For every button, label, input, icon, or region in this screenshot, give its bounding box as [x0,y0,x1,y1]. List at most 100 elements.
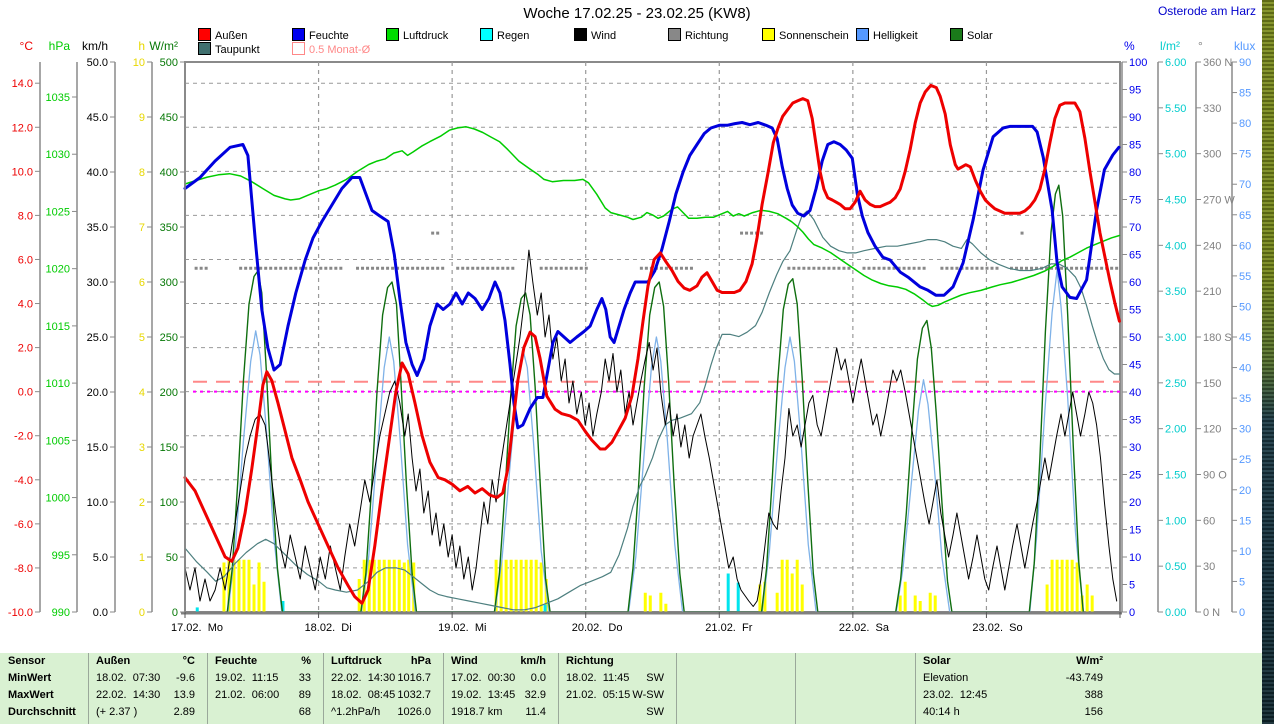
richtung-dot [269,266,273,270]
richtung-dot [812,266,816,270]
table-column-divider [207,653,208,724]
table-column-divider [795,653,796,724]
richtung-dot [745,231,749,235]
richtung-dot [436,266,440,270]
stat-value: 156 [1084,706,1103,718]
tick-label: 70 [1129,222,1141,234]
sonnenschein-bar [785,559,789,612]
richtung-dot [376,266,380,270]
legend-label: Richtung [685,30,729,42]
regen-bar [543,604,547,612]
richtung-dot [674,266,678,270]
tick-label: 100 [1129,57,1147,69]
col-header: Feuchte [215,655,258,667]
tick-label: 45.0 [87,112,108,124]
stat-date: 22.02. 14:30 [96,689,161,701]
tick-label: 0.00 [1165,607,1186,619]
richtung-dot [539,266,543,270]
richtung-dot [309,266,313,270]
richtung-dot [204,266,208,270]
richtung-dot [1050,266,1054,270]
richtung-dot [511,266,515,270]
tick-label: 10 [1129,552,1141,564]
stat-date: 21.02. 05:15 [566,689,631,701]
tick-label: 270 W [1203,195,1235,207]
stat-value: 32.9 [524,689,546,701]
richtung-dot [922,266,926,270]
tick-label: 0.0 [93,607,108,619]
richtung-dot [381,266,385,270]
richtung-dot [289,266,293,270]
sonnenschein-bar [800,584,804,612]
regen-bar [726,573,730,612]
sonnenschein-bar [494,559,498,612]
richtung-dot [990,266,994,270]
sonnenschein-bar [397,559,401,612]
stat-value: 13.9 [173,689,195,701]
richtung-dot [579,266,583,270]
sonnenschein-bar [252,584,256,612]
legend-swatch-0-5-monat- [292,42,305,55]
stats-table: Sensor MinWert MaxWert Durchschnitt Außen °C 1… [0,653,1262,724]
series-außen-line [183,83,1121,605]
col-unit: km/h [520,655,546,667]
richtung-dot [334,266,338,270]
tick-label: 40.0 [87,167,108,179]
x-axis-label: 17.02. Mo [171,622,223,634]
richtung-dot [339,266,343,270]
richtung-dot [965,266,969,270]
tick-label: 300 [160,277,178,289]
richtung-dot [787,266,791,270]
richtung-dot [1045,266,1049,270]
sonnenschein-bar [529,559,533,612]
sonnenschein-bar [790,573,794,612]
sonnenschein-bar [499,559,503,612]
sonnenschein-bar [504,559,508,612]
tick-label: 1015 [46,321,70,333]
tick-label: -6.0 [14,519,33,531]
stat-date: Elevation [923,672,969,684]
tick-label: 15.0 [87,442,108,454]
richtung-dot [917,266,921,270]
richtung-dot [760,231,764,235]
tick-label: 25.0 [87,332,108,344]
richtung-dot [1055,266,1059,270]
col-unit: hPa [410,655,431,667]
stat-value: 1016.7 [397,672,431,684]
tick-label: 1000 [46,493,70,505]
weather-chart: 14.012.010.08.06.04.02.00.0-2.0-4.0-6.0-… [8,39,1255,619]
tick-label: 500 [160,57,178,69]
table-column-divider [443,653,444,724]
tick-label: 5 [1239,576,1245,588]
tick-label: 35.0 [87,222,108,234]
sonnenschein-bar [524,559,528,612]
richtung-dot [574,266,578,270]
table-column-divider [88,653,89,724]
richtung-dot [416,266,420,270]
tick-label: 1035 [46,92,70,104]
tick-label: 0 [172,607,178,619]
tick-label: 4 [139,387,145,399]
richtung-dot [249,266,253,270]
richtung-dot [1100,266,1104,270]
legend-swatch-sonnenschein [762,28,775,41]
tick-label: 30 [1203,561,1215,573]
richtung-dot [817,266,821,270]
stat-date: ^1.2hPa/h [331,706,381,718]
tick-label: 5 [1129,580,1135,592]
sonnenschein-bar [262,581,266,612]
tick-label: 0.0 [18,387,33,399]
tick-label: 20.0 [87,387,108,399]
tick-label: 50 [1129,332,1141,344]
tick-label: 80 [1239,118,1251,130]
richtung-dot [431,231,435,235]
richtung-dot [401,266,405,270]
richtung-dot [902,266,906,270]
tick-label: 1.00 [1165,515,1186,527]
richtung-dot [564,266,568,270]
richtung-dot [1080,266,1084,270]
stat-value: 0.0 [530,672,546,684]
sonnenschein-bar [402,562,406,612]
sonnenschein-bar [257,562,261,612]
stat-date: 19.02. 11:15 [215,672,279,684]
